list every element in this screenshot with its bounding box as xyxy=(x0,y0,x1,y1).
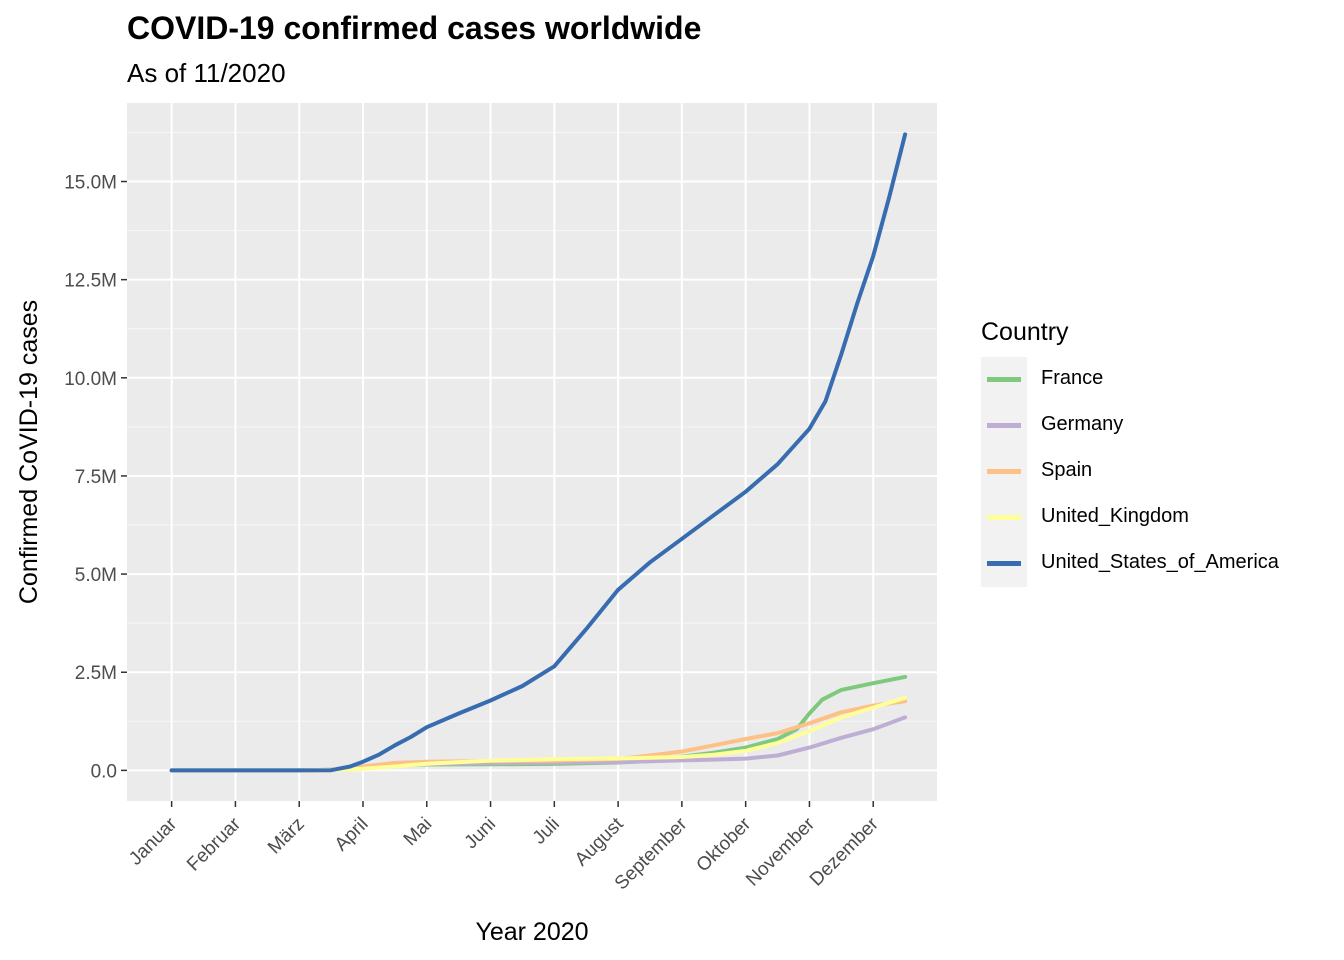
legend-label: Spain xyxy=(1041,459,1093,481)
plot-panel xyxy=(127,103,937,801)
series-line-united-states-of-america xyxy=(169,132,908,773)
x-tick-label: Oktober xyxy=(693,813,756,876)
legend-key xyxy=(987,377,1021,382)
x-tick-label: Juni xyxy=(461,814,500,853)
legend-key xyxy=(987,469,1021,474)
legend-label: United_Kingdom xyxy=(1041,505,1189,527)
legend-item: France xyxy=(981,357,1103,403)
legend-item: United_States_of_America xyxy=(981,541,1279,587)
y-tick-label: 10.0M xyxy=(64,369,117,390)
legend-label: France xyxy=(1041,367,1104,389)
legend-item: Spain xyxy=(981,449,1092,495)
series-lines xyxy=(169,132,908,773)
legend-label: Germany xyxy=(1041,413,1124,435)
legend-key xyxy=(987,515,1021,520)
y-tick-label: 12.5M xyxy=(64,271,117,292)
x-tick-label: Januar xyxy=(125,813,181,869)
legend-label: United_States_of_America xyxy=(1041,551,1279,573)
y-axis: 0.0 2.5M 5.0M 7.5M 10.0M 12.5M 15.0M xyxy=(64,173,127,782)
y-tick-label: 0.0 xyxy=(91,761,117,782)
y-axis-title: Confirmed CoVID-19 cases xyxy=(15,300,43,604)
minor-gridlines xyxy=(127,131,937,722)
legend-key xyxy=(987,423,1021,428)
x-tick-label: April xyxy=(331,814,373,856)
legend-item: United_Kingdom xyxy=(981,495,1189,541)
chart-title: COVID-19 confirmed cases worldwide xyxy=(127,10,702,46)
legend-title: Country xyxy=(981,318,1069,346)
legend: Country France Germany Spain United_Kingdom… xyxy=(981,318,1279,587)
x-tick-label: März xyxy=(264,814,309,859)
x-tick-label: August xyxy=(571,813,628,870)
major-gridlines xyxy=(127,103,937,801)
legend-item: Germany xyxy=(981,403,1123,449)
legend-keys: France Germany Spain United_Kingdom United_S… xyxy=(981,357,1279,587)
x-tick-label: Dezember xyxy=(806,813,883,890)
x-tick-label: Mai xyxy=(400,814,437,851)
legend-key xyxy=(987,561,1021,566)
x-axis: Januar Februar März April Mai Juni Juli AugustS… xyxy=(125,801,883,894)
x-axis-title: Year 2020 xyxy=(475,918,588,946)
chart-subtitle: As of 11/2020 xyxy=(127,58,286,88)
x-tick-label: Juli xyxy=(529,814,564,849)
y-tick-label: 2.5M xyxy=(75,663,117,684)
y-tick-label: 15.0M xyxy=(64,173,117,194)
y-tick-label: 5.0M xyxy=(75,565,117,586)
y-tick-label: 7.5M xyxy=(75,467,117,488)
x-tick-label: Februar xyxy=(183,813,245,875)
